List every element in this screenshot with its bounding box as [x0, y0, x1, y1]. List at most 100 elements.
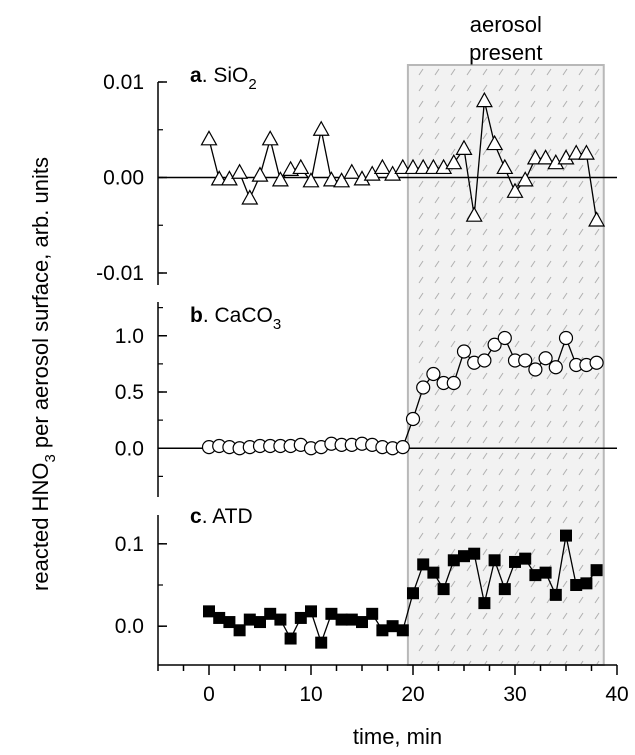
panel-c-y-tick-label: 0.1 — [115, 533, 144, 556]
panel-a-data-point — [424, 158, 442, 175]
panel-label-letter: b — [190, 304, 203, 327]
panel-c-data-point — [447, 554, 460, 567]
panel-b-y-tick-label: 0.5 — [115, 381, 144, 404]
panel-c-data-point — [580, 577, 593, 590]
panel-b-data-point — [528, 362, 543, 377]
panel-c-data-point — [539, 566, 552, 579]
y-axis-title-subscript: 3 — [42, 454, 59, 462]
panel-c-data-point — [223, 616, 236, 629]
panel-a-data-point — [322, 171, 340, 187]
panel-c-data-point — [366, 607, 379, 620]
panel-a-data-point — [241, 189, 259, 205]
panel-a-data-point — [292, 158, 310, 175]
panel-c-data-point — [498, 583, 511, 596]
panel-a-data-point — [312, 120, 330, 136]
panel-c-data-point — [315, 636, 328, 649]
panel-a-data-point — [516, 171, 534, 187]
panel-a-data-point — [567, 144, 585, 160]
panel-a-data-point — [200, 130, 218, 146]
panel-c-data-point — [509, 555, 521, 568]
panel-c-data-point — [458, 550, 470, 563]
panel-label-text: . CaCO — [203, 304, 273, 327]
panel-a-data-point — [210, 170, 228, 186]
panel-a-data-point — [333, 172, 351, 188]
y-axis-title-part-2: per aerosol surface, arb. units — [28, 157, 53, 454]
panel-c-data-point — [305, 605, 317, 618]
panel-a-data-point — [404, 158, 422, 175]
panel-c-data-point — [274, 613, 287, 626]
panel-a-data-point — [414, 158, 432, 175]
panel-c-data-point — [325, 607, 338, 620]
panel-a-data-point — [445, 153, 463, 170]
panel-a-data-point — [343, 163, 361, 179]
panel-c-data-point — [264, 607, 277, 620]
panel-c-data-point — [407, 587, 419, 600]
panel-a-data-point — [537, 149, 555, 165]
panel-b-data-point — [538, 351, 553, 366]
panel-c-data-point — [243, 613, 256, 626]
panel-b-data-point — [487, 337, 502, 352]
panel-b-data-point — [477, 353, 492, 368]
panel-b-data-point — [395, 440, 410, 455]
panel-a-data-point — [373, 158, 391, 175]
panel-b: 1.0 0.5 0.0 b. CaCO3 — [115, 302, 617, 497]
y-axis-title-part-1: reacted HNO — [28, 463, 53, 591]
panel-b-data-point — [426, 366, 441, 382]
x-tick-label: 10 — [299, 683, 322, 706]
panel-a-data-point — [496, 158, 514, 175]
panel-b-data-point — [497, 330, 512, 346]
panel-c-data-point — [213, 611, 226, 624]
panel-a-data-point — [251, 166, 269, 182]
x-axis-title: time, min — [353, 724, 442, 749]
panel-a-y-tick-label: 0.01 — [103, 71, 144, 94]
annotation-line-2: present — [469, 40, 542, 65]
panel-a-data-point — [588, 211, 606, 227]
panel-a-data-point — [394, 158, 412, 175]
panel-b-data-point — [558, 330, 574, 346]
panel-b-data-point — [446, 375, 461, 391]
panel-c-data-point — [376, 624, 389, 637]
panel-label-subscript: 2 — [248, 76, 256, 93]
panel-c-data-point — [529, 569, 542, 582]
panel-c-data-point — [549, 588, 562, 601]
panel-c-data-point — [254, 616, 266, 629]
panel-c-data-point — [427, 566, 440, 579]
x-tick-label: 20 — [401, 683, 424, 706]
annotation-line-1: aerosol — [470, 12, 542, 37]
panel-b-data-point — [518, 353, 533, 368]
panel-a-data-point — [486, 134, 504, 151]
panel-c-label: c. ATD — [190, 505, 253, 528]
panel-c-y-tick-label: 0.0 — [115, 615, 144, 638]
panel-a-data-point — [465, 206, 483, 222]
panel-a-data-point — [455, 139, 473, 155]
panel-c-data-point — [560, 529, 572, 542]
panel-a-data-point — [526, 149, 544, 165]
panel-label-letter: c — [190, 505, 202, 528]
x-tick-label: 0 — [203, 683, 215, 706]
panel-c-data-point — [335, 613, 348, 626]
panel-label-subscript: 3 — [273, 316, 281, 333]
panel-b-data-point — [589, 355, 604, 370]
panel-c-data-point — [437, 583, 450, 596]
panel-c-data-point — [417, 558, 430, 571]
panel-c-data-point — [570, 579, 583, 591]
panel-a-label: a. SiO2 — [190, 64, 257, 93]
panel-c-data-point — [356, 616, 368, 629]
panel-c-data-point — [203, 605, 215, 618]
panel-c-data-point — [233, 624, 246, 637]
y-axis-title: reacted HNO3 per aerosol surface, arb. u… — [28, 157, 59, 591]
panel-c-data-point — [488, 554, 501, 567]
panel-c-data-point — [386, 620, 399, 633]
panel-b-data-point — [405, 411, 421, 427]
x-axis: 0 10 20 30 40 — [157, 664, 629, 706]
panel-a-y-tick-label: -0.01 — [96, 262, 144, 285]
panel-b-y-tick-label: 0.0 — [115, 437, 144, 460]
panel-c-data-point — [284, 632, 297, 645]
panel-a-y-tick-label: 0.00 — [103, 167, 144, 190]
panel-b-y-tick-label: 1.0 — [115, 325, 144, 348]
panel-a-data-point — [231, 163, 249, 179]
panel-label-letter: a — [190, 64, 202, 87]
panel-c-data-point — [294, 611, 307, 624]
panel-a-data-point — [271, 171, 289, 187]
